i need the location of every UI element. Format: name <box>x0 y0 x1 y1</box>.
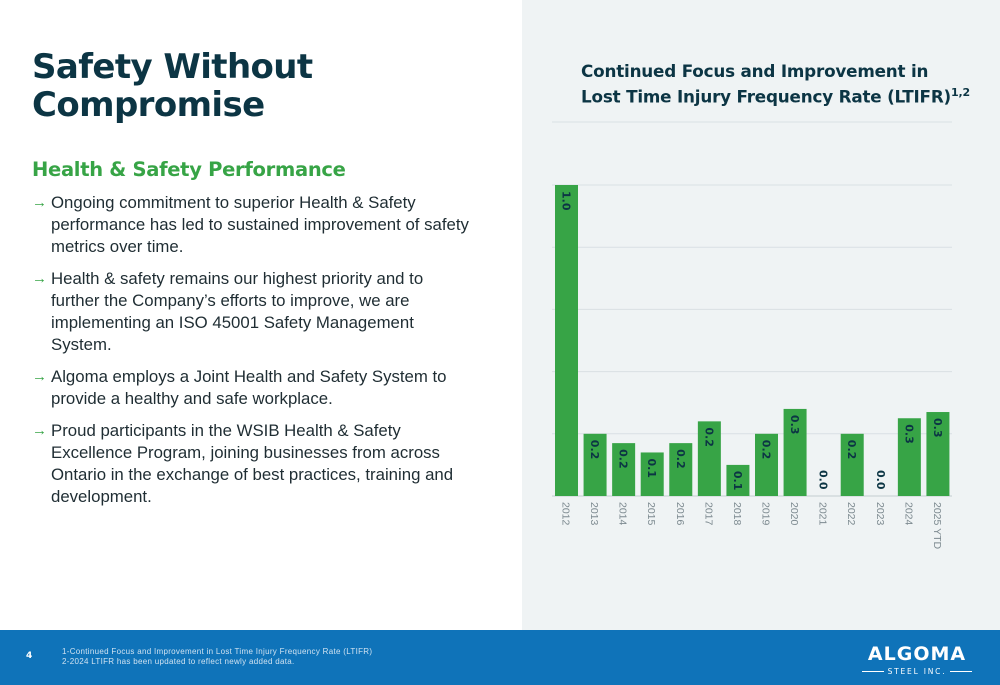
footnote-2: 2-2024 LTIFR has been updated to reflect… <box>62 657 295 666</box>
arrow-right-icon: → <box>32 270 47 287</box>
page-number: 4 <box>26 651 33 661</box>
x-tick-label: 2012 <box>560 502 572 526</box>
arrow-right-icon: → <box>32 194 47 211</box>
arrow-right-icon: → <box>32 422 47 439</box>
data-label: 0.2 <box>617 449 630 469</box>
logo-main-text: ALGOMA <box>867 643 967 665</box>
left-panel: Safety Without Compromise Health & Safet… <box>0 0 522 630</box>
x-tick-label: 2019 <box>760 502 772 526</box>
bullet-text: Algoma employs a Joint Health and Safety… <box>51 367 447 408</box>
chart-title-superscript: 1,2 <box>951 86 970 99</box>
chart-panel <box>522 0 1000 630</box>
data-label: 0.2 <box>702 427 715 447</box>
bar-2015 <box>640 452 664 496</box>
bar-2014 <box>612 443 636 496</box>
page-title: Safety Without Compromise <box>32 47 313 125</box>
x-tick-label: 2022 <box>845 502 857 526</box>
bar-2025-ytd <box>926 412 950 496</box>
x-tick-label: 2014 <box>617 502 629 526</box>
bullet-item: → Algoma employs a Joint Health and Safet… <box>32 366 472 410</box>
bar-2019 <box>755 433 778 496</box>
footnote-1: 1-Continued Focus and Improvement in Los… <box>62 647 373 656</box>
data-label: 0.2 <box>845 440 858 460</box>
chart-title: Continued Focus and Improvement in Lost … <box>581 60 971 108</box>
x-tick-label: 2024 <box>902 502 914 526</box>
bar-2017 <box>697 421 721 496</box>
data-label: 0.0 <box>874 470 887 490</box>
data-label: 0.1 <box>645 458 658 478</box>
chart-title-text: Continued Focus and Improvement in Lost … <box>581 61 952 107</box>
x-tick-label: 2016 <box>674 502 686 526</box>
footnotes: 1-Continued Focus and Improvement in Los… <box>62 647 372 667</box>
section-subtitle: Health & Safety Performance <box>32 158 346 181</box>
logo-sub-text: STEEL INC. <box>887 667 947 676</box>
x-tick-label: 2013 <box>588 502 600 526</box>
bullet-item: → Proud participants in the WSIB Health &… <box>32 420 472 508</box>
bar-2020 <box>783 408 807 496</box>
logo-rule-left <box>862 671 884 672</box>
bar-2024 <box>897 418 921 496</box>
bullet-text: Proud participants in the WSIB Health & … <box>51 421 454 506</box>
data-label: 0.2 <box>760 440 773 460</box>
footer-bar: 4 1-Continued Focus and Improvement in L… <box>0 630 1000 685</box>
bullet-item: → Health & safety remains our highest pri… <box>32 268 472 356</box>
bullet-item: → Ongoing commitment to superior Health &… <box>32 192 472 258</box>
arrow-right-icon: → <box>32 368 47 385</box>
bar-2016 <box>669 443 693 496</box>
bar-2013 <box>583 433 607 496</box>
bullet-list: → Ongoing commitment to superior Health &… <box>32 192 472 518</box>
x-tick-label: 2021 <box>817 502 829 526</box>
bullet-text: Ongoing commitment to superior Health & … <box>51 193 469 256</box>
data-label: 0.2 <box>588 440 601 460</box>
bar-2012 <box>555 185 578 496</box>
x-tick-label: 2017 <box>702 502 714 526</box>
x-tick-label: 2020 <box>788 502 800 526</box>
bullet-text: Health & safety remains our highest prio… <box>51 269 424 354</box>
ltifr-bar-chart: 1.0 2012 0.2 2013 0.2 2014 0.1 2015 0.2 2016 0.2 20… <box>552 121 952 550</box>
x-tick-label: 2018 <box>731 502 743 526</box>
algoma-logo: ALGOMA STEEL INC. <box>862 643 972 676</box>
bar-2022 <box>840 433 864 496</box>
bar-2018 <box>726 464 750 496</box>
data-label: 1.0 <box>560 191 573 211</box>
x-tick-label: 2015 <box>645 502 657 526</box>
logo-rule-right <box>950 671 972 672</box>
x-tick-label: 2023 <box>874 502 886 526</box>
data-label: 0.3 <box>902 424 915 444</box>
data-label: 0.0 <box>817 470 830 490</box>
data-label: 0.2 <box>674 449 687 469</box>
data-label: 0.1 <box>731 471 744 491</box>
x-tick-label: 2025 YTD <box>931 502 943 550</box>
data-label: 0.3 <box>931 418 944 438</box>
data-label: 0.3 <box>788 415 801 435</box>
